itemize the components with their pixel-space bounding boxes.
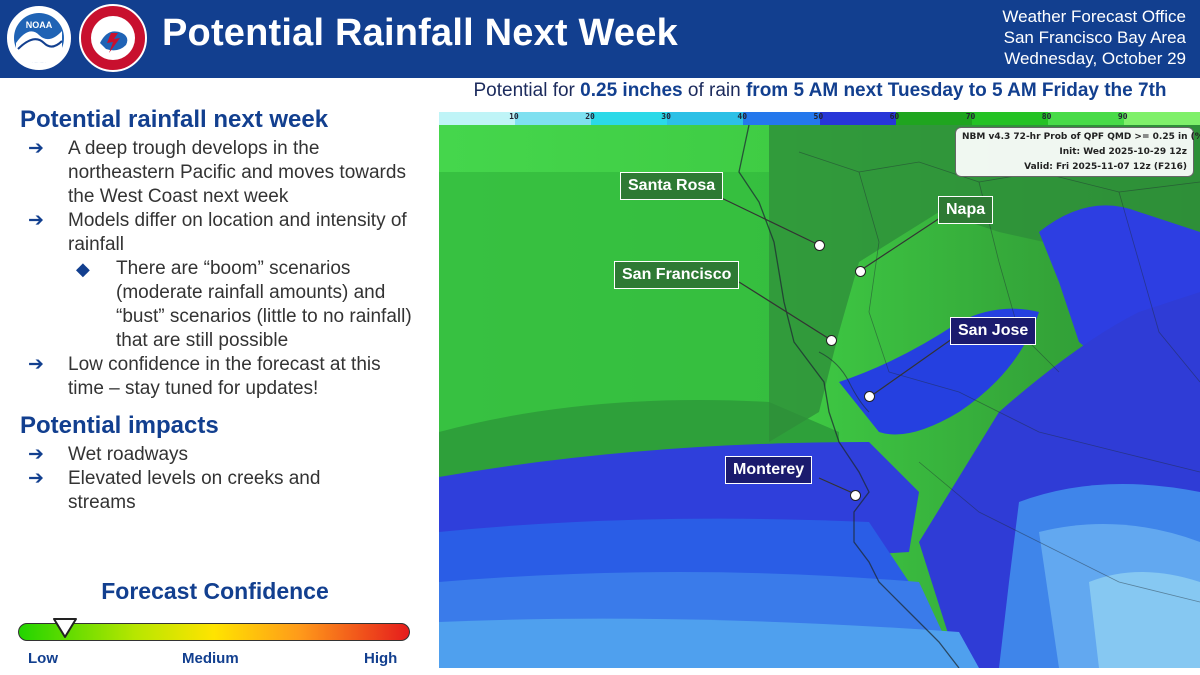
map-subtitle: Potential for 0.25 inches of rain from 5… [440, 80, 1200, 104]
model-info-valid: Valid: Fri 2025-11-07 12z (F216) [1024, 162, 1187, 172]
arrow-icon: ➔ [28, 210, 44, 231]
subtitle-amount: 0.25 inches [580, 80, 683, 101]
arrow-icon: ➔ [28, 444, 44, 465]
model-info-product: NBM v4.3 72-hr Prob of QPF QMD >= 0.25 i… [962, 132, 1200, 142]
city-label-santa-rosa: Santa Rosa [620, 172, 724, 200]
section-heading-impacts: Potential impacts [20, 412, 219, 439]
arrow-icon: ➔ [28, 138, 44, 159]
bullet-text: Low confidence in the forecast at this t… [68, 354, 381, 399]
city-marker-napa [855, 266, 866, 277]
scale-segment [743, 112, 821, 125]
bullet-text: Elevated levels on creeks and streams [68, 468, 321, 513]
confidence-high-label: High [364, 650, 398, 667]
confidence-marker-icon [53, 618, 78, 638]
city-marker-monterey [850, 490, 861, 501]
scale-tick-label: 40 [737, 112, 748, 121]
office-area: San Francisco Bay Area [1003, 28, 1186, 47]
scale-segment [895, 112, 973, 125]
scale-segment [591, 112, 669, 125]
model-info-box: NBM v4.3 72-hr Prob of QPF QMD >= 0.25 i… [955, 127, 1200, 177]
confidence-gradient-bar [18, 623, 410, 641]
scale-segment [819, 112, 897, 125]
confidence-low-label: Low [28, 650, 58, 667]
issue-date: Wednesday, October 29 [1004, 49, 1186, 68]
city-label-monterey: Monterey [725, 456, 813, 484]
scale-tick-label: 20 [585, 112, 595, 121]
diamond-icon: ◆ [76, 259, 90, 279]
section-heading-rainfall: Potential rainfall next week [20, 106, 329, 133]
arrow-icon: ➔ [28, 354, 44, 375]
city-label-san-francisco: San Francisco [614, 261, 740, 289]
city-marker-san-jose [864, 391, 875, 402]
city-marker-santa-rosa [814, 240, 825, 251]
scale-tick-label: 30 [661, 112, 671, 121]
scale-tick-label: 80 [1041, 112, 1052, 121]
scale-tick-label: 90 [1117, 112, 1128, 121]
scale-segment [515, 112, 593, 125]
sub-bullet-text: There are “boom” scenarios (moderate rai… [116, 258, 412, 351]
page-title: Potential Rainfall Next Week [162, 12, 678, 54]
scale-tick-label: 50 [813, 112, 824, 121]
scale-tick-label: 60 [889, 112, 900, 121]
rainfall-probability-map: 10 20 30 40 50 60 70 80 90 [439, 112, 1200, 668]
scale-tick-label: 10 [509, 112, 519, 121]
bullet-text: Models differ on location and intensity … [68, 210, 407, 255]
arrow-icon: ➔ [28, 468, 44, 489]
bullet-text: Wet roadways [68, 444, 189, 465]
scale-segment [667, 112, 745, 125]
subtitle-part3: of rain [682, 80, 746, 101]
scale-segment [1047, 112, 1125, 125]
subtitle-period: from 5 AM next Tuesday to 5 AM Friday th… [745, 80, 1167, 101]
noaa-logo-icon: NOAA [5, 4, 73, 72]
scale-tick-label: 70 [965, 112, 976, 121]
scale-segment [971, 112, 1049, 125]
national-weather-service-logo-icon [79, 4, 147, 72]
office-name: Weather Forecast Office [1002, 7, 1186, 26]
city-marker-san-francisco [826, 335, 837, 346]
scale-segment [439, 112, 517, 125]
map-canvas [439, 124, 1200, 668]
city-label-san-jose: San Jose [950, 317, 1037, 345]
office-info: Weather Forecast Office San Francisco Ba… [886, 6, 1186, 69]
subtitle-part1: Potential for [473, 80, 581, 101]
city-label-napa: Napa [938, 196, 994, 224]
header-bar: NOAA Potential Rainfall Next Week Weathe… [0, 0, 1200, 78]
model-info-init: Init: Wed 2025-10-29 12z [1059, 147, 1187, 157]
scale-segment [1123, 112, 1200, 125]
bullet-text: A deep trough develops in the northeaste… [68, 138, 406, 207]
confidence-title: Forecast Confidence [101, 578, 329, 604]
svg-text:NOAA: NOAA [26, 20, 53, 30]
probability-color-scale: 10 20 30 40 50 60 70 80 90 [439, 112, 1200, 125]
confidence-medium-label: Medium [182, 650, 239, 667]
